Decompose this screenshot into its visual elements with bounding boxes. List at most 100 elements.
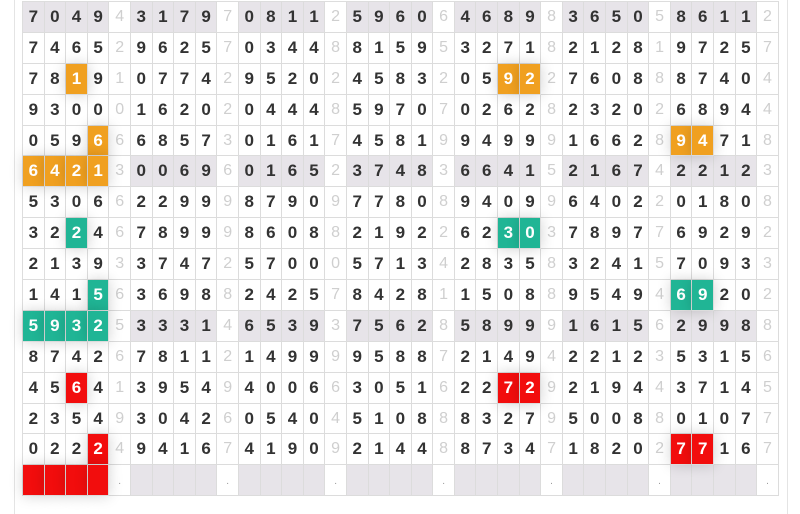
- digit-cell: 8: [260, 2, 283, 33]
- separator-digit-cell: 7: [433, 94, 455, 126]
- highlighted-digit-cell: 3: [66, 310, 88, 342]
- bottom-marker-cell: [498, 465, 520, 497]
- digit-cell: 0: [606, 403, 628, 435]
- digit-cell: 4: [584, 187, 607, 219]
- digit-cell: 1: [152, 2, 175, 33]
- digit-cell: 2: [562, 32, 585, 64]
- digit-cell: 6: [390, 310, 412, 342]
- digit-cell: 4: [66, 341, 88, 373]
- digit-cell: 8: [411, 403, 434, 435]
- digit-cell: 1: [411, 372, 434, 404]
- digit-cell: 1: [519, 32, 542, 64]
- digit-cell: 4: [260, 280, 283, 311]
- separator-digit-cell: 6: [217, 403, 239, 435]
- separator-digit-cell: 5: [541, 156, 563, 188]
- digit-cell: 8: [152, 341, 175, 373]
- digit-cell: 8: [476, 310, 499, 342]
- separator-digit-cell: 1: [649, 32, 671, 64]
- highlighted-digit-cell: 2: [87, 310, 110, 342]
- highlighted-digit-cell: 9: [692, 280, 714, 311]
- digit-cell: 7: [562, 63, 585, 95]
- digit-cell: 1: [303, 125, 326, 157]
- digit-cell: 7: [562, 218, 585, 250]
- highlighted-digit-cell: 1: [87, 156, 110, 188]
- digit-cell: 2: [195, 403, 218, 435]
- digit-cell: 3: [411, 249, 434, 281]
- digit-cell: 9: [735, 218, 758, 250]
- digit-cell: 4: [195, 63, 218, 95]
- digit-cell: 9: [519, 310, 542, 342]
- separator-digit-cell: 8: [541, 32, 563, 64]
- digit-cell: 4: [282, 94, 304, 126]
- digit-cell: 5: [238, 249, 261, 281]
- digit-cell: 5: [303, 280, 326, 311]
- digit-cell: 3: [498, 249, 520, 281]
- digit-cell: 4: [476, 187, 499, 219]
- digit-cell: 2: [670, 156, 693, 188]
- digit-cell: 0: [303, 403, 326, 435]
- digit-cell: 0: [454, 63, 477, 95]
- digit-cell: 7: [692, 63, 714, 95]
- digit-cell: 0: [282, 372, 304, 404]
- highlighted-digit-cell: [44, 465, 67, 497]
- digit-cell: 5: [390, 372, 412, 404]
- digit-cell: 2: [174, 94, 196, 126]
- separator-digit-cell: 7: [541, 434, 563, 466]
- digit-cell: 9: [303, 310, 326, 342]
- separator-digit-cell: 9: [217, 372, 239, 404]
- digit-cell: 1: [692, 403, 714, 435]
- digit-cell: 3: [130, 372, 153, 404]
- digit-cell: 3: [152, 310, 175, 342]
- digit-cell: 9: [195, 187, 218, 219]
- digit-cell: 3: [735, 249, 758, 281]
- digit-cell: 7: [368, 249, 391, 281]
- digit-cell: 7: [692, 372, 714, 404]
- digit-cell: 5: [174, 372, 196, 404]
- digit-cell: 9: [519, 187, 542, 219]
- digit-cell: 2: [44, 218, 67, 250]
- digit-cell: 3: [670, 372, 693, 404]
- separator-digit-cell: 9: [325, 187, 347, 219]
- separator-digit-cell: 7: [325, 280, 347, 311]
- digit-cell: 9: [87, 249, 110, 281]
- digit-cell: 4: [498, 341, 520, 373]
- digit-cell: 4: [735, 94, 758, 126]
- digit-cell: 6: [303, 372, 326, 404]
- digit-cell: 2: [44, 434, 67, 466]
- digit-cell: 5: [519, 249, 542, 281]
- digit-cell: 6: [195, 434, 218, 466]
- bottom-marker-cell: [562, 465, 585, 497]
- digit-cell: 2: [498, 403, 520, 435]
- digit-cell: 7: [735, 403, 758, 435]
- digit-cell: 4: [282, 32, 304, 64]
- digit-cell: 4: [303, 32, 326, 64]
- digit-cell: 6: [454, 218, 477, 250]
- bottom-marker-cell: [390, 465, 412, 497]
- digit-cell: 0: [606, 63, 628, 95]
- digit-cell: 3: [692, 341, 714, 373]
- digit-cell: 5: [735, 341, 758, 373]
- digit-cell: 1: [714, 2, 736, 33]
- digit-cell: 0: [303, 434, 326, 466]
- digit-cell: 2: [476, 218, 499, 250]
- digit-cell: 3: [44, 187, 67, 219]
- digit-cell: 1: [562, 125, 585, 157]
- separator-digit-cell: 4: [757, 63, 779, 95]
- separator-digit-cell: 5: [433, 32, 455, 64]
- digit-cell: 4: [66, 2, 88, 33]
- separator-digit-cell: 5: [757, 372, 779, 404]
- digit-cell: 3: [130, 310, 153, 342]
- digit-cell: 4: [606, 249, 628, 281]
- digit-cell: 5: [476, 280, 499, 311]
- digit-cell: 9: [714, 249, 736, 281]
- digit-cell: 2: [584, 341, 607, 373]
- digit-cell: 6: [670, 94, 693, 126]
- digit-cell: 2: [562, 156, 585, 188]
- bottom-marker-cell: [130, 465, 153, 497]
- digit-cell: 8: [519, 280, 542, 311]
- highlighted-digit-cell: 5: [87, 280, 110, 311]
- separator-digit-cell: 2: [649, 187, 671, 219]
- digit-cell: 9: [66, 125, 88, 157]
- separator-digit-cell: 9: [541, 372, 563, 404]
- separator-digit-cell: 2: [217, 341, 239, 373]
